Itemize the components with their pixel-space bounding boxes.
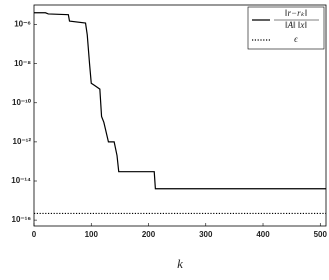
y-tick-label: 10⁻⁸ [14,59,31,68]
y-tick-label: 10⁻¹⁴ [11,176,31,185]
y-tick-label: 10⁻¹⁶ [12,215,32,224]
x-axis-label: k [177,256,183,271]
x-tick-label: 500 [314,230,328,239]
x-tick-label: 400 [256,230,270,239]
x-tick-label: 300 [199,230,213,239]
legend-label: ϵ [294,34,298,44]
legend-label: ‖r−rₖ‖ ‖A‖ ‖x‖ [285,8,307,30]
legend-box [247,6,325,50]
legend-denominator: ‖A‖ ‖x‖ [285,20,307,30]
plot-frame [33,4,327,227]
y-tick-label: 10⁻¹² [13,137,32,146]
x-tick-label: 200 [142,230,156,239]
x-tick-label: 0 [32,230,37,239]
y-tick-label: 10⁻⁶ [14,20,31,29]
legend-numerator: ‖r−rₖ‖ [285,8,307,18]
line [34,12,326,190]
x-tick-label: 100 [85,230,99,239]
y-tick-label: 10⁻¹⁰ [12,98,32,107]
